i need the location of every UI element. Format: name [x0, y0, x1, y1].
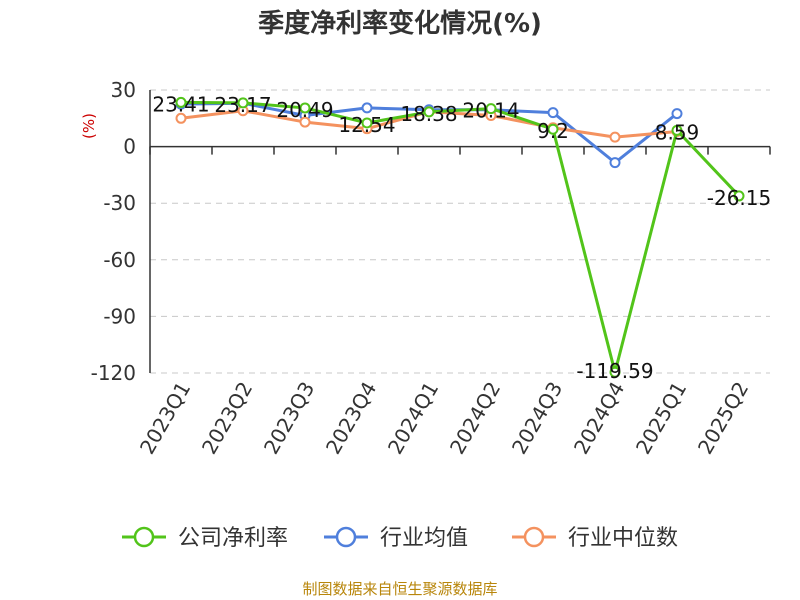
data-label: 23.17	[214, 93, 271, 117]
series-point	[175, 112, 187, 124]
legend-label: 行业中位数	[568, 526, 678, 551]
series-point	[175, 96, 187, 108]
x-tick-label: 2023Q1	[135, 378, 195, 459]
legend: 公司净利率 行业均值 行业中位数	[122, 526, 678, 551]
x-tick-label: 2023Q3	[259, 378, 319, 459]
legend-swatch-marker	[133, 526, 155, 548]
data-label: 18.38	[400, 102, 457, 126]
series-point	[299, 102, 311, 114]
series-point	[361, 102, 373, 114]
y-tick-label: -30	[103, 191, 136, 215]
series-point	[609, 131, 621, 143]
legend-swatch-marker	[335, 526, 357, 548]
y-tick-label: -120	[91, 361, 136, 385]
series-point	[299, 116, 311, 128]
y-tick-label: -60	[103, 248, 136, 272]
legend-swatch-marker	[523, 526, 545, 548]
series-point	[671, 108, 683, 120]
series-point	[671, 124, 683, 136]
data-label: 23.41	[152, 92, 209, 116]
legend-label: 公司净利率	[178, 526, 288, 551]
y-tick-label: 0	[123, 135, 136, 159]
data-label: 8.59	[655, 120, 700, 144]
series-point	[485, 103, 497, 115]
series-point	[609, 157, 621, 169]
y-tick-label: 30	[111, 78, 136, 102]
series-lines	[175, 96, 745, 378]
x-tick-label: 2024Q3	[507, 378, 567, 459]
series-point	[237, 97, 249, 109]
series-point	[361, 117, 373, 129]
data-label: 9.2	[537, 119, 569, 143]
data-label: 20.14	[462, 99, 519, 123]
data-label: 12.54	[338, 113, 395, 137]
source-note: 制图数据来自恒生聚源数据库	[302, 580, 497, 598]
x-tick-label: 2025Q1	[631, 378, 691, 459]
y-axis-unit: (%)	[80, 113, 98, 139]
x-tick-label: 2025Q2	[693, 378, 753, 459]
y-tick-label: -90	[103, 304, 136, 328]
x-tick-label: 2024Q1	[383, 378, 443, 459]
series-line	[180, 100, 741, 374]
data-label: 20.49	[276, 98, 333, 122]
legend-label: 行业均值	[380, 526, 468, 551]
series-point	[547, 107, 559, 119]
x-tick-label: 2023Q4	[321, 378, 381, 459]
grid-lines	[150, 89, 770, 374]
chart-title: 季度净利率变化情况(%)	[258, 8, 542, 39]
data-label: -26.15	[707, 186, 771, 210]
series-point	[733, 190, 745, 202]
series-point	[423, 106, 435, 118]
data-label: -119.59	[576, 359, 653, 383]
series-point	[547, 123, 559, 135]
x-tick-label: 2024Q2	[445, 378, 505, 459]
x-tick-label: 2023Q2	[197, 378, 257, 459]
series-point	[609, 366, 621, 378]
x-tick-label: 2024Q4	[569, 378, 629, 459]
